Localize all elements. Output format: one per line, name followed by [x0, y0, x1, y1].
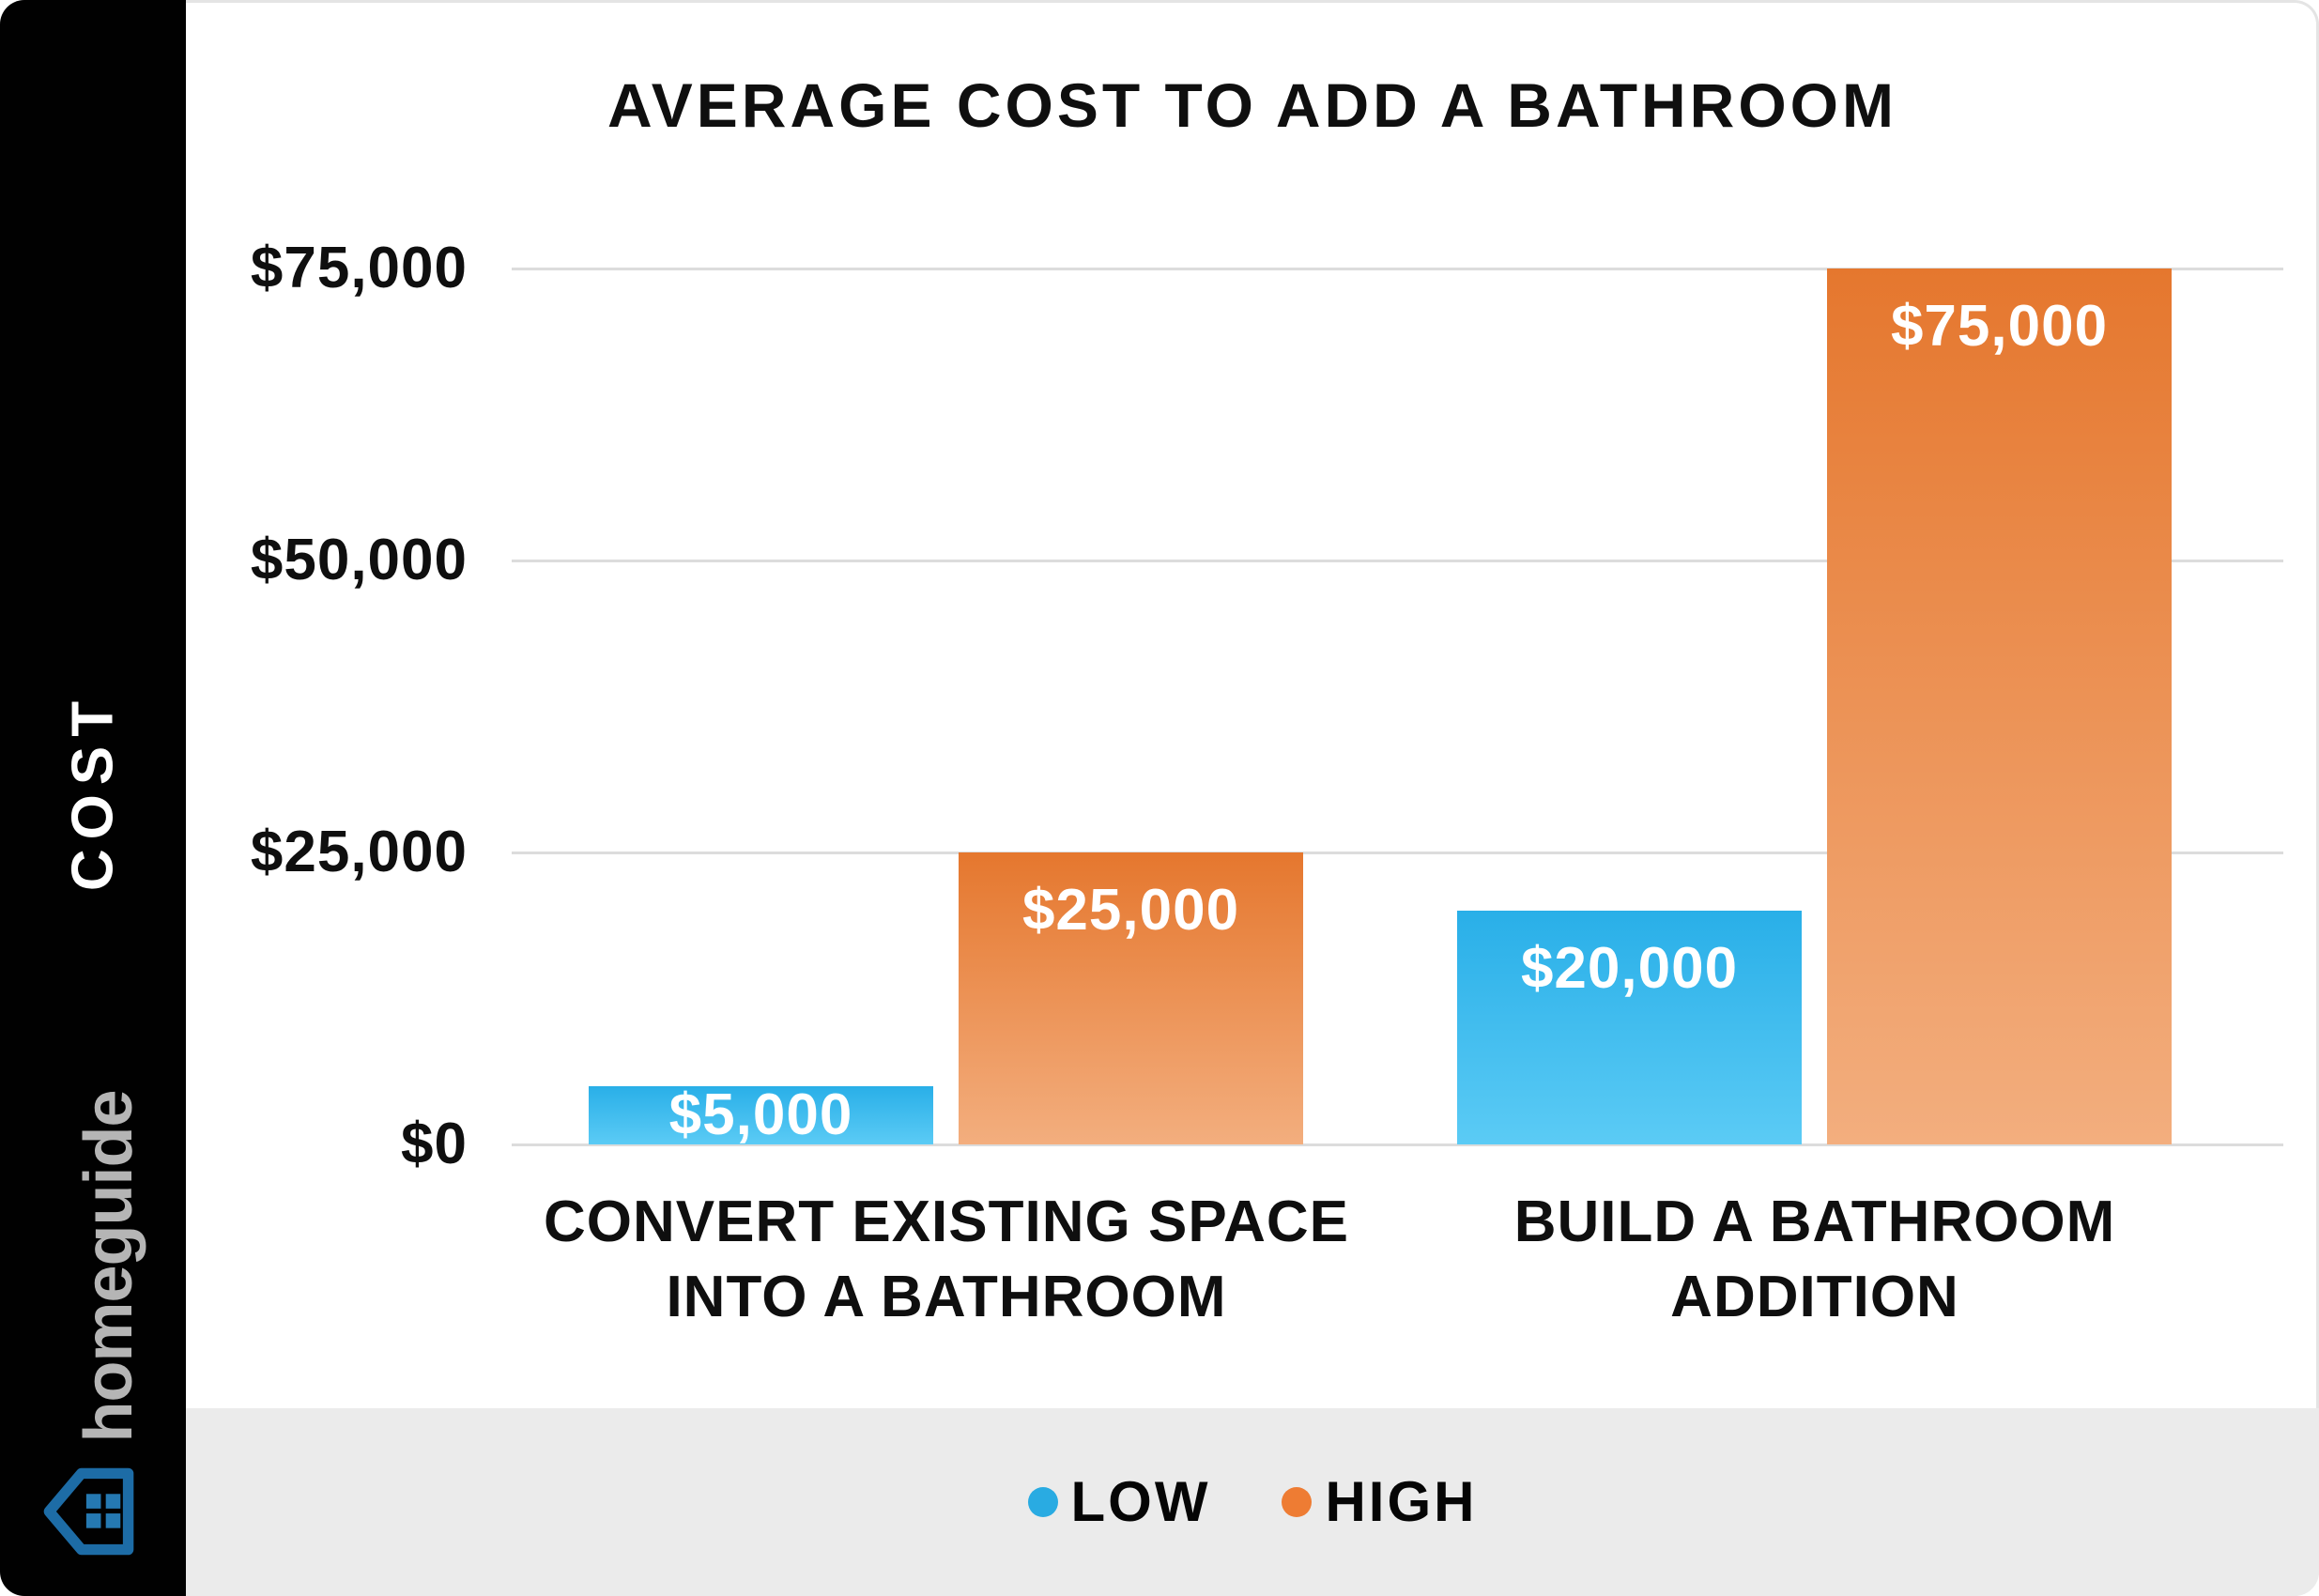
x-category-line: CONVERT EXISTING SPACE [544, 1189, 1349, 1254]
brand-wordmark: homeguide [71, 1090, 146, 1443]
x-category-line: INTO A BATHROOM [666, 1265, 1227, 1329]
legend-low-label: LOW [1070, 1470, 1211, 1533]
bar-convert-high: $25,000 [959, 852, 1303, 1144]
legend-low-dot-icon [1027, 1487, 1058, 1517]
bar-value-label: $25,000 [1021, 878, 1240, 944]
y-tick-label-25000: $25,000 [250, 820, 468, 884]
sidebar: COST homeguide [0, 0, 186, 1596]
x-category-label-convert: CONVERT EXISTING SPACE INTO A BATHROOM [430, 1185, 1463, 1335]
bar-value-label: $75,000 [1890, 294, 2109, 359]
legend: LOW HIGH [186, 1463, 2319, 1542]
legend-item-high: HIGH [1282, 1474, 1477, 1530]
gridline-50000 [512, 559, 2283, 562]
x-category-line: ADDITION [1670, 1265, 1959, 1329]
legend-item-low: LOW [1027, 1470, 1211, 1533]
footer-band [186, 1408, 2319, 1596]
bar-addition-high: $75,000 [1827, 269, 2172, 1144]
bar-addition-low: $20,000 [1457, 911, 1802, 1144]
gridline-25000 [512, 852, 2283, 854]
bar-value-label: $20,000 [1520, 936, 1739, 1002]
x-category-line: BUILD A BATHROOM [1513, 1189, 2116, 1254]
plot-area: $5,000 $25,000 $20,000 $75,000 [512, 268, 2283, 1147]
legend-high-dot-icon [1282, 1487, 1313, 1517]
y-tick-label-75000: $75,000 [250, 236, 468, 300]
y-axis-title: COST [60, 691, 126, 892]
y-tick-label-0: $0 [401, 1112, 468, 1176]
homeguide-house-icon [43, 1467, 134, 1556]
bar-convert-low: $5,000 [589, 1082, 933, 1147]
x-category-label-addition: BUILD A BATHROOM ADDITION [1298, 1185, 2319, 1335]
chart-title: AVERAGE COST TO ADD A BATHROOM [607, 70, 1897, 140]
y-tick-label-50000: $50,000 [250, 528, 468, 592]
bar-value-label: $5,000 [668, 1082, 853, 1147]
legend-high-label: HIGH [1325, 1470, 1478, 1533]
gridline-75000 [512, 268, 2283, 270]
gridline-baseline [512, 1143, 2283, 1146]
